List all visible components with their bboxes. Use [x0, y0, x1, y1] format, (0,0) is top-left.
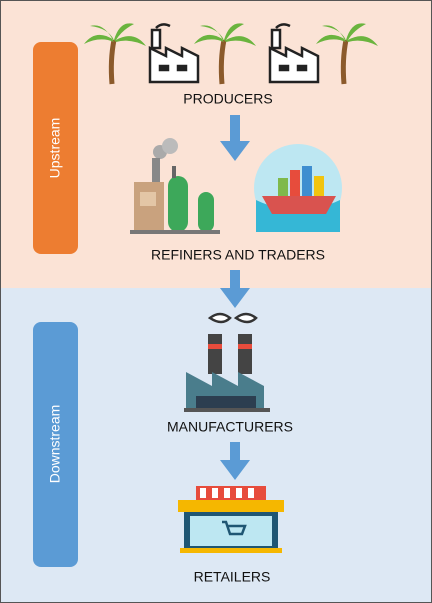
retailers-icons — [178, 486, 284, 553]
arrow — [220, 270, 250, 308]
arrow — [220, 442, 250, 480]
refiners-icons — [130, 138, 342, 234]
manufacturers-icons — [184, 312, 270, 412]
upstream-label: Upstream — [47, 118, 63, 179]
downstream-label: Downstream — [47, 405, 63, 484]
upstream-label-box — [33, 42, 78, 254]
arrow — [220, 115, 250, 161]
stage-label: MANUFACTURERS — [167, 419, 293, 435]
stage-label: PRODUCERS — [183, 91, 272, 107]
stage-label: RETAILERS — [194, 569, 271, 585]
downstream-label-box — [33, 322, 78, 567]
stage-label: REFINERS AND TRADERS — [151, 247, 325, 263]
producers-icons — [84, 23, 378, 84]
